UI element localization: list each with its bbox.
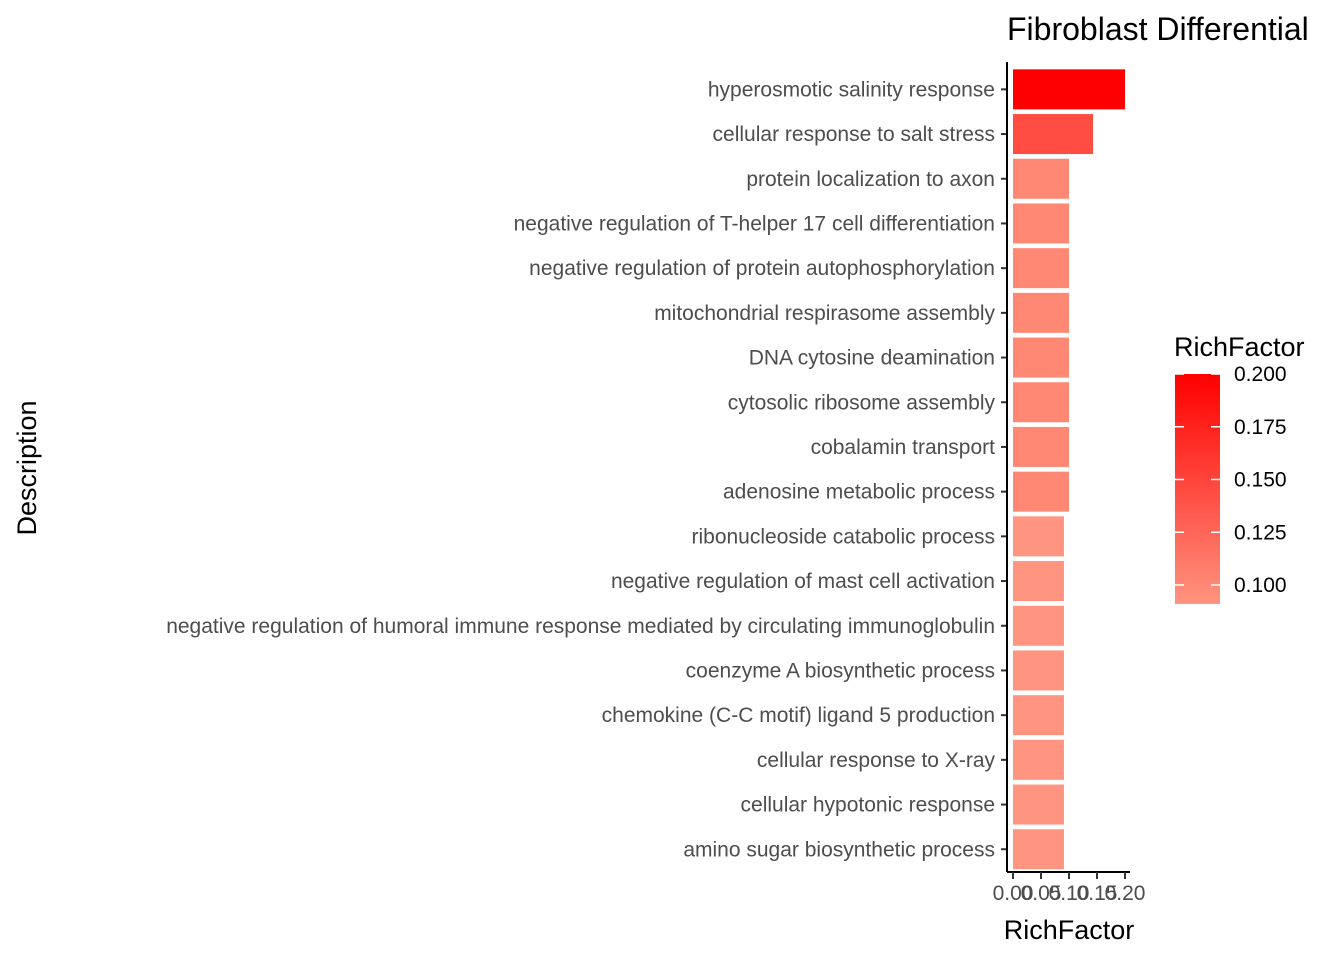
- bar: [1013, 382, 1069, 423]
- category-label: negative regulation of mast cell activat…: [611, 570, 995, 593]
- legend-label: 0.175: [1234, 416, 1287, 439]
- category-label: chemokine (C-C motif) ligand 5 productio…: [602, 704, 995, 727]
- bar: [1013, 650, 1064, 691]
- x-tick-label: 0.05: [1021, 882, 1062, 905]
- bar: [1013, 561, 1064, 602]
- category-label: cobalamin transport: [811, 436, 996, 459]
- category-label: amino sugar biosynthetic process: [683, 838, 995, 861]
- category-label: adenosine metabolic process: [723, 481, 995, 504]
- legend-label: 0.100: [1234, 574, 1287, 597]
- category-label: mitochondrial respirasome assembly: [654, 302, 995, 325]
- bar: [1013, 158, 1069, 199]
- legend-label: 0.200: [1234, 363, 1287, 386]
- bar: [1013, 739, 1064, 780]
- category-labels: hyperosmotic salinity response cellular r…: [166, 78, 1007, 861]
- bar: [1013, 248, 1069, 289]
- bar: [1013, 784, 1064, 825]
- legend: RichFactor 0.200 0.175 0.150 0.125 0.100: [1174, 332, 1305, 604]
- legend-ticks: 0.200 0.175 0.150 0.125 0.100: [1175, 363, 1287, 597]
- x-tick-label: 0.20: [1105, 882, 1146, 905]
- category-label: coenzyme A biosynthetic process: [686, 659, 995, 682]
- legend-label: 0.125: [1234, 521, 1287, 544]
- category-label: DNA cytosine deamination: [749, 347, 995, 370]
- bars-group: [1013, 69, 1125, 870]
- legend-label: 0.150: [1234, 469, 1287, 492]
- legend-title: RichFactor: [1174, 332, 1305, 362]
- category-label: ribonucleoside catabolic process: [691, 525, 995, 548]
- y-axis-title: Description: [12, 400, 42, 535]
- bar: [1013, 114, 1094, 155]
- x-axis-ticks: 0.000.050.100.150.20: [993, 872, 1146, 905]
- x-axis-title: RichFactor: [1004, 915, 1135, 945]
- bar: [1013, 203, 1069, 244]
- chart-title: Fibroblast Differential: [1007, 11, 1309, 47]
- x-tick-label: 0.15: [1077, 882, 1118, 905]
- x-tick-label: 0.00: [993, 882, 1034, 905]
- bar: [1013, 605, 1064, 646]
- category-label: protein localization to axon: [746, 168, 995, 191]
- category-label: hyperosmotic salinity response: [708, 78, 995, 101]
- category-label: cellular response to salt stress: [713, 123, 995, 146]
- bar: [1013, 426, 1069, 467]
- legend-color-bar: [1175, 374, 1220, 604]
- bar: [1013, 471, 1069, 512]
- bar: [1013, 337, 1069, 378]
- bar: [1013, 292, 1069, 333]
- category-label: cellular response to X-ray: [757, 749, 996, 772]
- category-label: cytosolic ribosome assembly: [728, 391, 996, 414]
- x-tick-label: 0.10: [1049, 882, 1090, 905]
- bar: [1013, 69, 1125, 110]
- category-label: negative regulation of humoral immune re…: [166, 615, 995, 638]
- bar: [1013, 829, 1064, 870]
- category-label: negative regulation of protein autophosp…: [529, 257, 995, 280]
- category-label: negative regulation of T-helper 17 cell …: [514, 212, 995, 235]
- bar: [1013, 516, 1064, 557]
- category-label: cellular hypotonic response: [741, 794, 995, 817]
- bar: [1013, 695, 1064, 736]
